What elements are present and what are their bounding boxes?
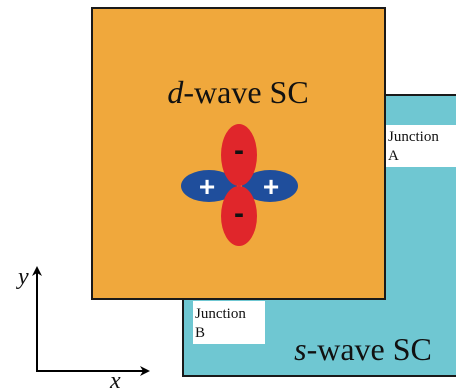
junction-a-line2: A [388, 148, 399, 164]
junction-a-line1: Junction [388, 129, 439, 145]
coordinate-axes: y x [16, 264, 150, 390]
junction-b-line2: B [195, 325, 205, 341]
y-axis-label: y [16, 264, 29, 290]
d-wave-label-italic: d [167, 74, 184, 110]
plus-sign-left: + [199, 171, 215, 202]
junction-a-label: Junction A [386, 125, 456, 167]
s-wave-label-italic: s [294, 331, 306, 367]
junction-b-label: Junction B [193, 301, 265, 344]
d-wave-label: d-wave SC [167, 74, 308, 110]
s-wave-label-rest: -wave SC [307, 331, 432, 367]
s-wave-label: s-wave SC [294, 331, 432, 367]
junction-b-line1: Junction [195, 306, 246, 322]
minus-sign-bottom: - [234, 197, 244, 230]
negative-lobe-top [221, 124, 257, 186]
junction-a-box [386, 125, 456, 167]
minus-sign-top: - [234, 134, 244, 167]
positive-lobe-right [242, 170, 298, 202]
positive-lobe-left [181, 170, 237, 202]
d-wave-orbital: + + - - [181, 124, 298, 246]
negative-lobe-bottom [221, 186, 257, 246]
plus-sign-right: + [263, 171, 279, 202]
d-wave-label-rest: -wave SC [183, 74, 308, 110]
junction-b-box [193, 301, 265, 344]
x-axis-label: x [109, 368, 121, 390]
